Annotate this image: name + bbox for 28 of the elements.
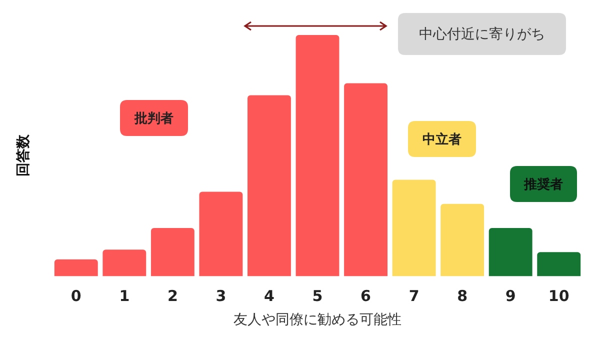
x-tick-label: 2 — [167, 287, 178, 306]
bar — [537, 252, 581, 276]
bar — [54, 259, 98, 276]
bar — [199, 192, 243, 276]
bar — [296, 35, 340, 276]
bar — [150, 228, 194, 276]
x-tick-label: 6 — [360, 287, 371, 306]
annotation: 中立者 — [422, 131, 462, 148]
x-tick-label: 7 — [408, 287, 420, 306]
annotation: 中心付近に寄りがち — [419, 26, 545, 43]
bar — [392, 180, 436, 276]
x-axis-title: 友人や同僚に勧める可能性 — [234, 312, 402, 328]
annotation: 推奨者 — [523, 176, 563, 192]
bar — [102, 250, 146, 276]
x-tick-label: 0 — [70, 287, 82, 306]
x-tick-label: 10 — [548, 287, 570, 306]
x-tick-label: 4 — [264, 287, 274, 306]
x-tick-label: 3 — [216, 287, 226, 306]
bar — [440, 204, 484, 276]
bar — [344, 83, 388, 276]
bar — [248, 95, 291, 276]
bar — [488, 228, 532, 276]
annotation: 批判者 — [134, 111, 174, 126]
x-tick-label: 5 — [312, 287, 323, 306]
x-tick-label: 9 — [505, 287, 516, 306]
x-tick-label: 1 — [119, 287, 130, 306]
x-tick-label: 8 — [457, 287, 468, 306]
y-axis-title: 回答数 — [16, 134, 32, 177]
